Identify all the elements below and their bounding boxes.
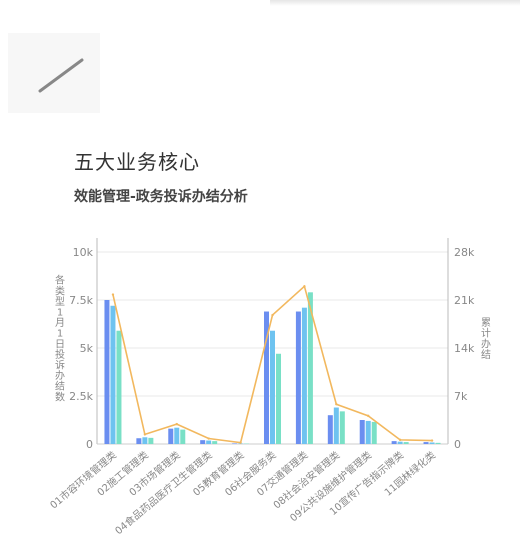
- bar: [200, 440, 205, 444]
- y2-tick-label: 7k: [454, 390, 468, 403]
- line-point: [239, 441, 241, 443]
- bar: [366, 421, 371, 444]
- bar: [398, 442, 403, 444]
- line-point: [271, 314, 273, 316]
- bar: [276, 354, 281, 444]
- line-point: [367, 415, 369, 417]
- y2-tick-label: 28k: [454, 246, 475, 259]
- bar: [168, 429, 173, 444]
- bar: [360, 420, 365, 444]
- bar: [270, 331, 275, 444]
- bar: [232, 443, 237, 444]
- line-point: [303, 285, 305, 287]
- y-tick-label: 5k: [80, 342, 94, 355]
- bar: [116, 331, 121, 444]
- line-point: [335, 403, 337, 405]
- bar: [302, 308, 307, 444]
- y2-tick-label: 14k: [454, 342, 475, 355]
- x-tick-label: 11园林绿化类: [382, 448, 438, 498]
- bar: [392, 441, 397, 444]
- line-point: [399, 439, 401, 441]
- line-point: [207, 437, 209, 439]
- bar: [296, 312, 301, 444]
- line-point: [112, 293, 114, 295]
- bar: [334, 408, 339, 444]
- y-tick-label: 10k: [73, 246, 94, 259]
- line-point: [431, 439, 433, 441]
- bar: [372, 422, 377, 444]
- bar: [110, 306, 115, 444]
- y-tick-label: 2.5k: [69, 390, 93, 403]
- bar: [104, 300, 109, 444]
- bar: [340, 411, 345, 444]
- bar: [436, 443, 441, 444]
- y-tick-label: 0: [86, 438, 93, 451]
- bar: [328, 415, 333, 444]
- y2-axis-title: 累计办结: [481, 317, 491, 361]
- bar: [212, 441, 217, 444]
- y2-tick-label: 21k: [454, 294, 475, 307]
- bar: [174, 428, 179, 444]
- bar: [430, 442, 435, 444]
- bar: [206, 441, 211, 444]
- bar: [136, 438, 141, 444]
- line-point: [144, 433, 146, 435]
- line-point: [176, 423, 178, 425]
- y-tick-label: 7.5k: [69, 294, 93, 307]
- bar: [142, 437, 147, 444]
- bar: [404, 442, 409, 444]
- bar: [148, 438, 153, 444]
- bar: [424, 442, 429, 444]
- bar: [180, 430, 185, 444]
- y2-tick-label: 0: [454, 438, 461, 451]
